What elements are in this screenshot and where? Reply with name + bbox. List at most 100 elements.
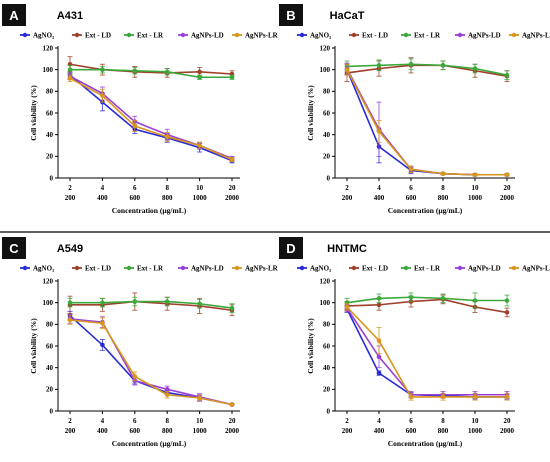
legend-label: AgNPs-LD [468,32,501,40]
chart-panel-b: B HaCaT AgNO₃ Ext - LD Ext - LR AgNPs-LD AgNPs… [279,4,550,215]
x-tick-label-top: 6 [133,417,137,425]
data-point [376,302,382,308]
series-group [67,310,235,407]
legend-label: AgNPs-LR [245,32,279,40]
x-tick-label-bottom: 800 [438,194,449,202]
data-point [197,395,202,401]
data-point [440,296,446,301]
series-line [346,68,507,176]
data-point [197,301,202,307]
data-point [376,354,382,360]
data-point [504,72,510,78]
x-tick-label-top: 6 [133,184,137,192]
series-line [346,69,507,176]
series-line [70,300,233,312]
data-point [376,63,382,68]
data-point [229,402,235,407]
legend-marker [351,265,357,271]
y-tick-label: 100 [43,299,54,307]
y-tick-label: 0 [50,174,54,182]
y-tick-label: 60 [46,342,54,350]
panel-title: HaCaT [330,10,365,22]
legend-label: AgNPs-LD [468,265,501,273]
data-point [100,67,105,72]
panel-badge-label: C [9,241,19,256]
x-tick-label-top: 6 [409,184,413,192]
data-point [100,320,105,326]
x-tick-label-bottom: 1000 [193,194,208,202]
y-axis-label: Cell viability (%) [306,85,315,141]
data-point [472,298,478,303]
series-line [346,63,508,76]
series-group [67,314,235,407]
data-point [408,394,414,400]
series-group [344,57,510,83]
y-tick-label: 100 [43,66,54,74]
x-axis-label: Concentration (µg/mL) [112,206,187,215]
series-group [67,296,235,313]
series-group [344,305,510,400]
data-point [164,387,170,392]
x-tick-label-bottom: 2000 [225,427,240,435]
data-point [408,167,414,172]
data-point [100,342,105,348]
x-axis-label: Concentration (µg/mL) [388,439,463,448]
series-line [69,63,233,75]
series-group [67,74,235,163]
series-line [69,319,233,406]
x-tick-label-bottom: 1000 [193,427,208,435]
x-tick-label-top: 20 [504,417,512,425]
legend-label: Ext - LR [137,32,164,40]
series-line [346,306,507,398]
y-tick-label: 100 [320,66,331,74]
data-point [100,93,105,98]
x-tick-label-bottom: 600 [130,427,141,435]
legend-marker [126,32,132,38]
y-tick-label: 40 [46,131,54,139]
legend-label: Ext - LR [414,32,441,40]
data-point [67,317,73,323]
panel-badge-box [279,237,303,259]
series-line [346,296,507,304]
series-group [344,303,510,401]
data-point [376,129,382,134]
legend-marker [180,265,186,271]
x-tick-label-top: 4 [377,184,381,192]
series-group [344,63,510,178]
x-tick-label-top: 10 [196,417,204,425]
legend-label: Ext - LD [362,32,388,40]
series-line [70,68,232,79]
series-line [69,77,233,161]
y-tick-label: 120 [320,44,331,52]
legend-label: Ext - LR [414,265,441,273]
legend-marker [234,265,240,271]
x-tick-label-bottom: 800 [162,194,173,202]
x-tick-label-top: 4 [377,417,381,425]
series-group [67,315,235,407]
legend-label: AgNPs-LR [522,265,550,273]
x-tick-label-bottom: 200 [65,194,76,202]
data-point [100,300,105,305]
panel-badge-box [2,4,26,26]
x-tick-label-bottom: 400 [374,194,385,202]
x-tick-label-bottom: 1000 [468,427,483,435]
x-tick-label-bottom: 200 [65,427,76,435]
panel-title: A431 [57,10,83,22]
y-tick-label: 0 [50,407,54,415]
data-point [67,76,73,81]
data-point [67,300,73,305]
data-point [132,299,138,304]
legend-label: Ext - LD [85,265,111,273]
series-line [346,308,507,398]
y-tick-label: 40 [46,364,54,372]
series-line [69,75,233,160]
data-point [164,392,170,398]
x-tick-label-top: 8 [165,184,169,192]
y-tick-label: 80 [323,88,331,96]
x-tick-label-top: 8 [441,417,445,425]
legend-marker [403,265,409,271]
y-tick-label: 100 [320,299,331,307]
x-tick-label-bottom: 2000 [500,194,515,202]
x-tick-label-top: 8 [441,184,445,192]
legend-marker [234,32,240,38]
